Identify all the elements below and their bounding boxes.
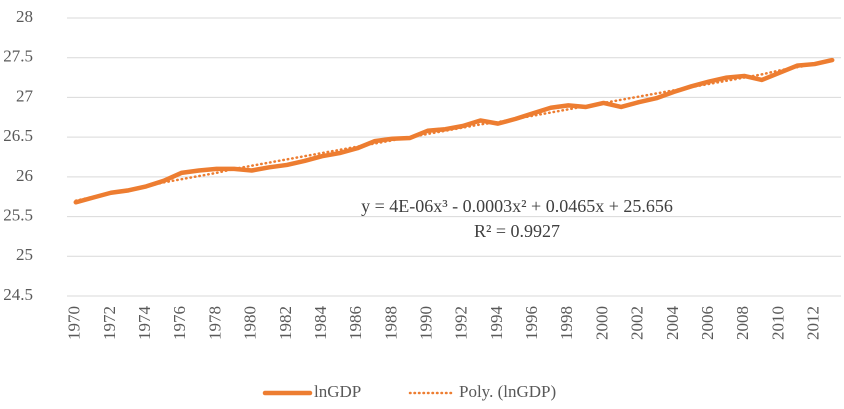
- x-tick-label: 2002: [628, 306, 647, 340]
- x-tick-label: 2008: [733, 306, 752, 340]
- x-tick-label: 1982: [276, 306, 295, 340]
- x-tick-label: 1990: [417, 306, 436, 340]
- x-tick-label: 1984: [311, 306, 330, 341]
- x-tick-label: 2012: [804, 306, 823, 340]
- x-tick-label: 2004: [663, 306, 682, 341]
- x-tick-label: 1978: [205, 306, 224, 340]
- y-tick-label: 24.5: [3, 285, 33, 304]
- y-tick-label: 27: [16, 86, 34, 105]
- x-tick-label: 2000: [592, 306, 611, 340]
- x-tick-label: 1972: [100, 306, 119, 340]
- x-tick-label: 1996: [522, 306, 541, 340]
- series-line: [73, 57, 835, 205]
- x-tick-label: 1974: [135, 306, 154, 341]
- x-tick-label: 1994: [487, 306, 506, 341]
- x-tick-label: 1986: [346, 306, 365, 340]
- y-tick-label: 25: [16, 245, 33, 264]
- legend-label: lnGDP: [314, 382, 361, 401]
- x-tick-label: 1976: [170, 306, 189, 340]
- y-tick-label: 26.5: [3, 126, 33, 145]
- x-tick-label: 1992: [452, 306, 471, 340]
- y-tick-label: 26: [16, 166, 33, 185]
- x-tick-label: 1998: [557, 306, 576, 340]
- trend-equation: y = 4E-06x³ - 0.0003x² + 0.0465x + 25.65…: [361, 196, 673, 216]
- y-tick-label: 27.5: [3, 47, 33, 66]
- x-tick-label: 2006: [698, 306, 717, 340]
- x-tick-label: 1980: [241, 306, 260, 340]
- r-squared: R² = 0.9927: [474, 221, 560, 241]
- y-tick-label: 28: [16, 7, 33, 26]
- series-line: [74, 59, 834, 202]
- y-tick-label: 25.5: [3, 205, 33, 224]
- x-tick-label: 1970: [65, 306, 84, 340]
- x-tick-label: 2010: [768, 306, 787, 340]
- legend-label: Poly. (lnGDP): [459, 382, 556, 401]
- x-tick-label: 1988: [381, 306, 400, 340]
